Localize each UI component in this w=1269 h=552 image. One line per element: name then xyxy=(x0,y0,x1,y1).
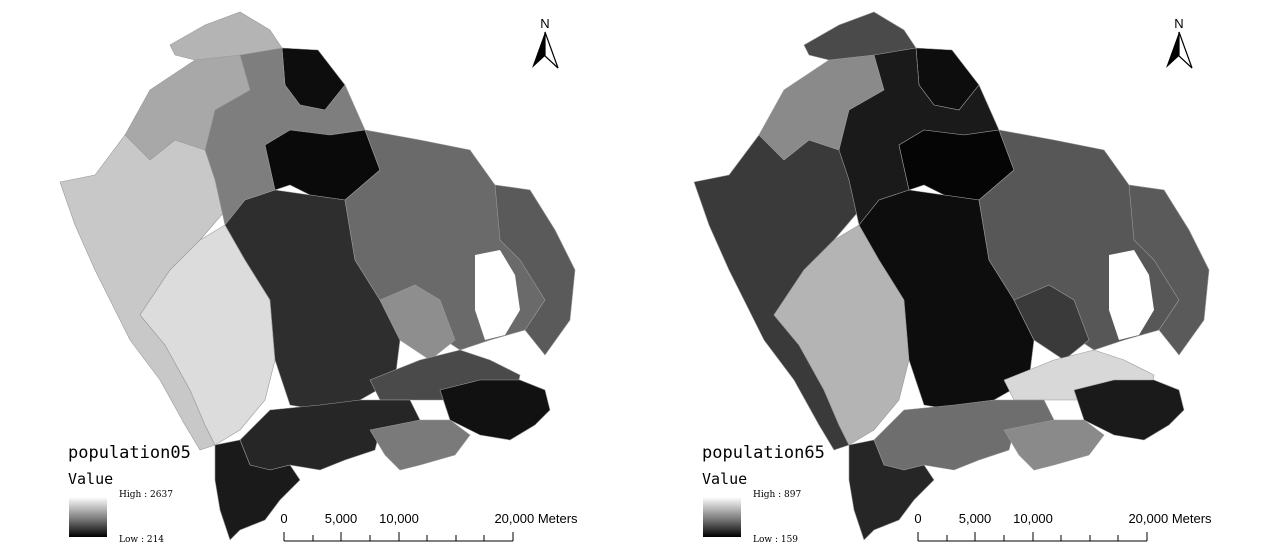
region-center-mid xyxy=(379,284,456,361)
legend-low-label: Low : 159 xyxy=(753,535,799,545)
north-arrow-left-half xyxy=(532,32,545,68)
region-southeast-dark xyxy=(439,379,551,441)
region-center-dark xyxy=(858,189,1035,411)
region-southwest-tip xyxy=(848,439,935,541)
map-panel-population05: N population05 Value High : 2637 Low : 2… xyxy=(0,0,634,552)
north-arrow-label: N xyxy=(1174,16,1183,31)
region-southwest-tip xyxy=(214,439,301,541)
north-arrow: N xyxy=(532,16,559,69)
north-arrow-label: N xyxy=(540,16,549,31)
region-south-bottom xyxy=(369,419,471,471)
region-southeast-dark xyxy=(1073,379,1185,441)
choropleth-map-population65: N xyxy=(693,11,1210,542)
legend-subtitle: Value xyxy=(68,470,114,488)
region-center-mid xyxy=(1013,284,1090,361)
legend-title: population65 xyxy=(702,443,825,463)
legend-low-label: Low : 214 xyxy=(119,535,165,545)
scale-bar xyxy=(917,532,1148,542)
legend-high-label: High : 2637 xyxy=(119,490,173,500)
north-arrow: N xyxy=(1166,16,1193,69)
map-regions xyxy=(693,11,1210,541)
scale-label-5000: 5,000 xyxy=(324,511,358,526)
north-arrow-left-half xyxy=(1166,32,1179,68)
choropleth-map-population05: N xyxy=(59,11,576,542)
region-east-edge xyxy=(1128,184,1210,356)
map-regions xyxy=(59,11,576,541)
water-body xyxy=(1109,250,1154,340)
region-south-bottom xyxy=(1003,419,1105,471)
region-center-dark xyxy=(224,189,401,411)
scale-label-20000-meters: 20,000 Meters xyxy=(494,511,578,526)
legend-color-ramp xyxy=(703,497,741,537)
region-east-edge xyxy=(494,184,576,356)
water-body xyxy=(475,250,520,340)
map-panel-population65: N population65 Value High : 897 Low : 15… xyxy=(634,0,1268,552)
scale-label-5000: 5,000 xyxy=(958,511,992,526)
scale-label-0: 0 xyxy=(914,511,922,526)
scale-label-0: 0 xyxy=(280,511,288,526)
north-arrow-right-half xyxy=(1178,31,1193,69)
legend-title: population05 xyxy=(68,443,191,463)
legend-subtitle: Value xyxy=(702,470,748,488)
scale-label-10000: 10,000 xyxy=(1013,511,1053,526)
legend-color-ramp xyxy=(69,497,107,537)
legend-high-label: High : 897 xyxy=(753,490,802,500)
scale-label-20000-meters: 20,000 Meters xyxy=(1128,511,1212,526)
scale-bar xyxy=(283,532,514,542)
north-arrow-right-half xyxy=(544,31,559,69)
scale-label-10000: 10,000 xyxy=(379,511,419,526)
